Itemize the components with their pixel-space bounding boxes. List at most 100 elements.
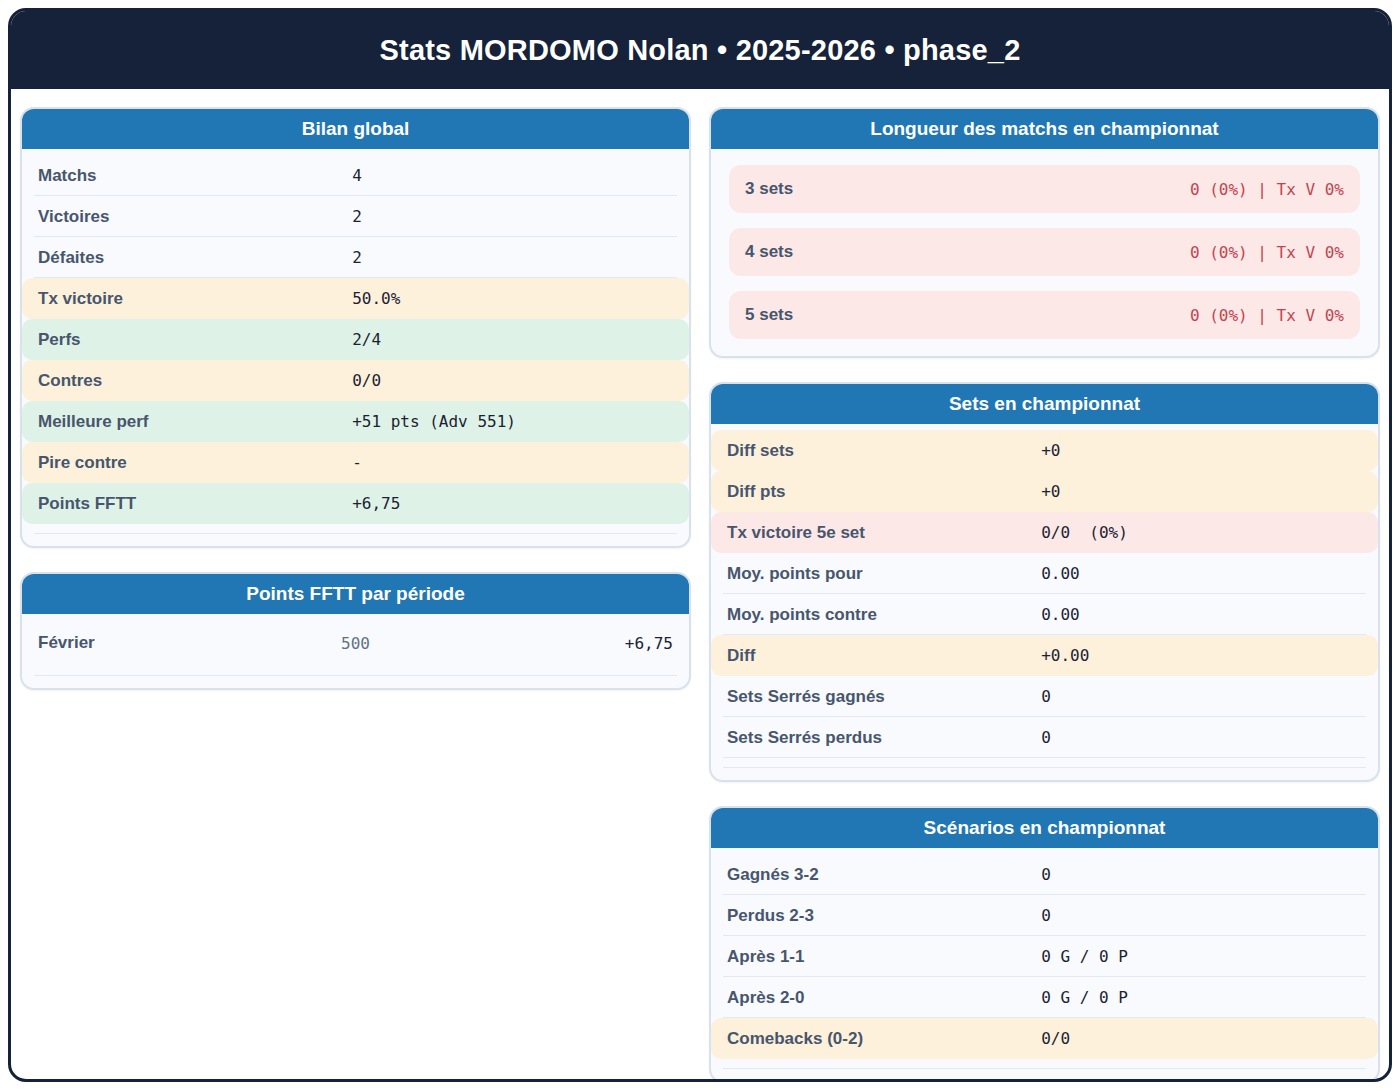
stat-row: Tx victoire 50.0% [22, 278, 689, 319]
stat-value: - [352, 453, 362, 472]
stat-value: 0 [1041, 687, 1051, 706]
card-scenarios-championnat: Scénarios en championnat Gagnés 3-2 0 Pe… [709, 806, 1380, 1082]
card-title: Scénarios en championnat [924, 817, 1166, 839]
page-title: Stats MORDOMO Nolan • 2025-2026 • phase_… [380, 34, 1021, 67]
stat-row: Perfs 2/4 [22, 319, 689, 360]
stat-label: Points FFTT [22, 494, 136, 514]
stat-label: Meilleure perf [22, 412, 149, 432]
stat-label: Diff sets [711, 441, 794, 461]
stat-value: +0.00 [1041, 646, 1089, 665]
stat-row: Après 2-0 0 G / 0 P [711, 977, 1378, 1018]
period-label: Février [22, 633, 95, 653]
match-length-label: 5 sets [745, 305, 793, 325]
stat-label: Tx victoire [22, 289, 123, 309]
stat-row: Diff +0.00 [711, 635, 1378, 676]
content: Bilan global Matchs 4 Victoires 2 Défait… [11, 89, 1389, 1082]
stat-row: Diff sets +0 [711, 430, 1378, 471]
stat-value: 0 [1041, 906, 1051, 925]
match-length-value: 0 (0%) | Tx V 0% [1190, 306, 1344, 325]
card-sets-championnat: Sets en championnat Diff sets +0 Diff pt… [709, 382, 1380, 782]
stat-value: 0.00 [1041, 605, 1080, 624]
card-scenarios-championnat-header: Scénarios en championnat [711, 808, 1378, 848]
card-end-divider [34, 533, 677, 534]
stat-row: Moy. points pour 0.00 [711, 553, 1378, 594]
stat-value: +0 [1041, 441, 1060, 460]
match-length-row: 4 sets 0 (0%) | Tx V 0% [729, 228, 1360, 276]
stat-label: Sets Serrés perdus [711, 728, 882, 748]
page-frame: Stats MORDOMO Nolan • 2025-2026 • phase_… [8, 8, 1392, 1082]
stat-label: Victoires [22, 207, 110, 227]
card-bilan-global-header: Bilan global [22, 109, 689, 149]
stat-row: Après 1-1 0 G / 0 P [711, 936, 1378, 977]
period-rating: 500 [341, 634, 370, 653]
card-bilan-global-body: Matchs 4 Victoires 2 Défaites 2 Tx victo… [22, 149, 689, 524]
stat-label: Perdus 2-3 [711, 906, 814, 926]
stat-row: Diff pts +0 [711, 471, 1378, 512]
stat-value: 0 G / 0 P [1041, 988, 1128, 1007]
stat-row: Meilleure perf +51 pts (Adv 551) [22, 401, 689, 442]
stat-label: Contres [22, 371, 102, 391]
stat-value: 50.0% [352, 289, 400, 308]
stat-row: Pire contre - [22, 442, 689, 483]
card-end-divider [723, 1068, 1366, 1069]
stat-value: 0/0 (0%) [1041, 523, 1128, 542]
period-points: +6,75 [625, 634, 689, 653]
stat-value: 0 G / 0 P [1041, 947, 1128, 966]
stat-value: 0 [1041, 865, 1051, 884]
stat-value: 0/0 [352, 371, 381, 390]
stat-row: Points FFTT +6,75 [22, 483, 689, 524]
stat-row: Moy. points contre 0.00 [711, 594, 1378, 635]
stat-label: Matchs [22, 166, 97, 186]
card-points-fftt-periode-header: Points FFTT par période [22, 574, 689, 614]
card-end-divider [34, 675, 677, 676]
left-column: Bilan global Matchs 4 Victoires 2 Défait… [20, 107, 691, 1082]
stat-label: Pire contre [22, 453, 127, 473]
stat-row: Matchs 4 [22, 155, 689, 196]
stat-label: Moy. points contre [711, 605, 877, 625]
card-bilan-global: Bilan global Matchs 4 Victoires 2 Défait… [20, 107, 691, 548]
stat-value: 4 [352, 166, 362, 185]
match-length-row: 3 sets 0 (0%) | Tx V 0% [729, 165, 1360, 213]
card-longueur-matchs-header: Longueur des matchs en championnat [711, 109, 1378, 149]
card-title: Bilan global [302, 118, 410, 140]
stat-row: Tx victoire 5e set 0/0 (0%) [711, 512, 1378, 553]
stat-value: 2 [352, 248, 362, 267]
card-points-fftt-periode: Points FFTT par période Février 500 +6,7… [20, 572, 691, 690]
card-scenarios-championnat-body: Gagnés 3-2 0 Perdus 2-3 0 Après 1-1 0 G … [711, 848, 1378, 1059]
stat-label: Moy. points pour [711, 564, 863, 584]
stat-label: Défaites [22, 248, 104, 268]
stat-label: Gagnés 3-2 [711, 865, 819, 885]
card-title: Sets en championnat [949, 393, 1140, 415]
stat-row: Comebacks (0-2) 0/0 [711, 1018, 1378, 1059]
stat-value: 0 [1041, 728, 1051, 747]
stat-value: +0 [1041, 482, 1060, 501]
stat-value: 2/4 [352, 330, 381, 349]
stat-label: Tx victoire 5e set [711, 523, 865, 543]
stat-label: Diff [711, 646, 755, 666]
card-sets-championnat-body: Diff sets +0 Diff pts +0 Tx victoire 5e … [711, 424, 1378, 758]
stat-value: 2 [352, 207, 362, 226]
stat-row: Gagnés 3-2 0 [711, 854, 1378, 895]
card-title: Longueur des matchs en championnat [870, 118, 1218, 140]
stat-label: Après 2-0 [711, 988, 804, 1008]
match-length-label: 4 sets [745, 242, 793, 262]
stat-row: Contres 0/0 [22, 360, 689, 401]
match-length-label: 3 sets [745, 179, 793, 199]
app-header: Stats MORDOMO Nolan • 2025-2026 • phase_… [11, 11, 1389, 89]
stat-value: 0/0 [1041, 1029, 1070, 1048]
stat-row: Défaites 2 [22, 237, 689, 278]
stat-label: Diff pts [711, 482, 786, 502]
stat-row: Perdus 2-3 0 [711, 895, 1378, 936]
stat-value: 0.00 [1041, 564, 1080, 583]
stat-label: Comebacks (0-2) [711, 1029, 863, 1049]
card-points-fftt-periode-body: Février 500 +6,75 [22, 614, 689, 666]
stat-value: +51 pts (Adv 551) [352, 412, 516, 431]
card-sets-championnat-header: Sets en championnat [711, 384, 1378, 424]
match-length-value: 0 (0%) | Tx V 0% [1190, 180, 1344, 199]
stat-label: Après 1-1 [711, 947, 804, 967]
card-end-divider [723, 767, 1366, 768]
right-column: Longueur des matchs en championnat 3 set… [709, 107, 1380, 1082]
stat-label: Sets Serrés gagnés [711, 687, 885, 707]
card-longueur-matchs-body: 3 sets 0 (0%) | Tx V 0% 4 sets 0 (0%) | … [711, 149, 1378, 356]
match-length-row: 5 sets 0 (0%) | Tx V 0% [729, 291, 1360, 339]
